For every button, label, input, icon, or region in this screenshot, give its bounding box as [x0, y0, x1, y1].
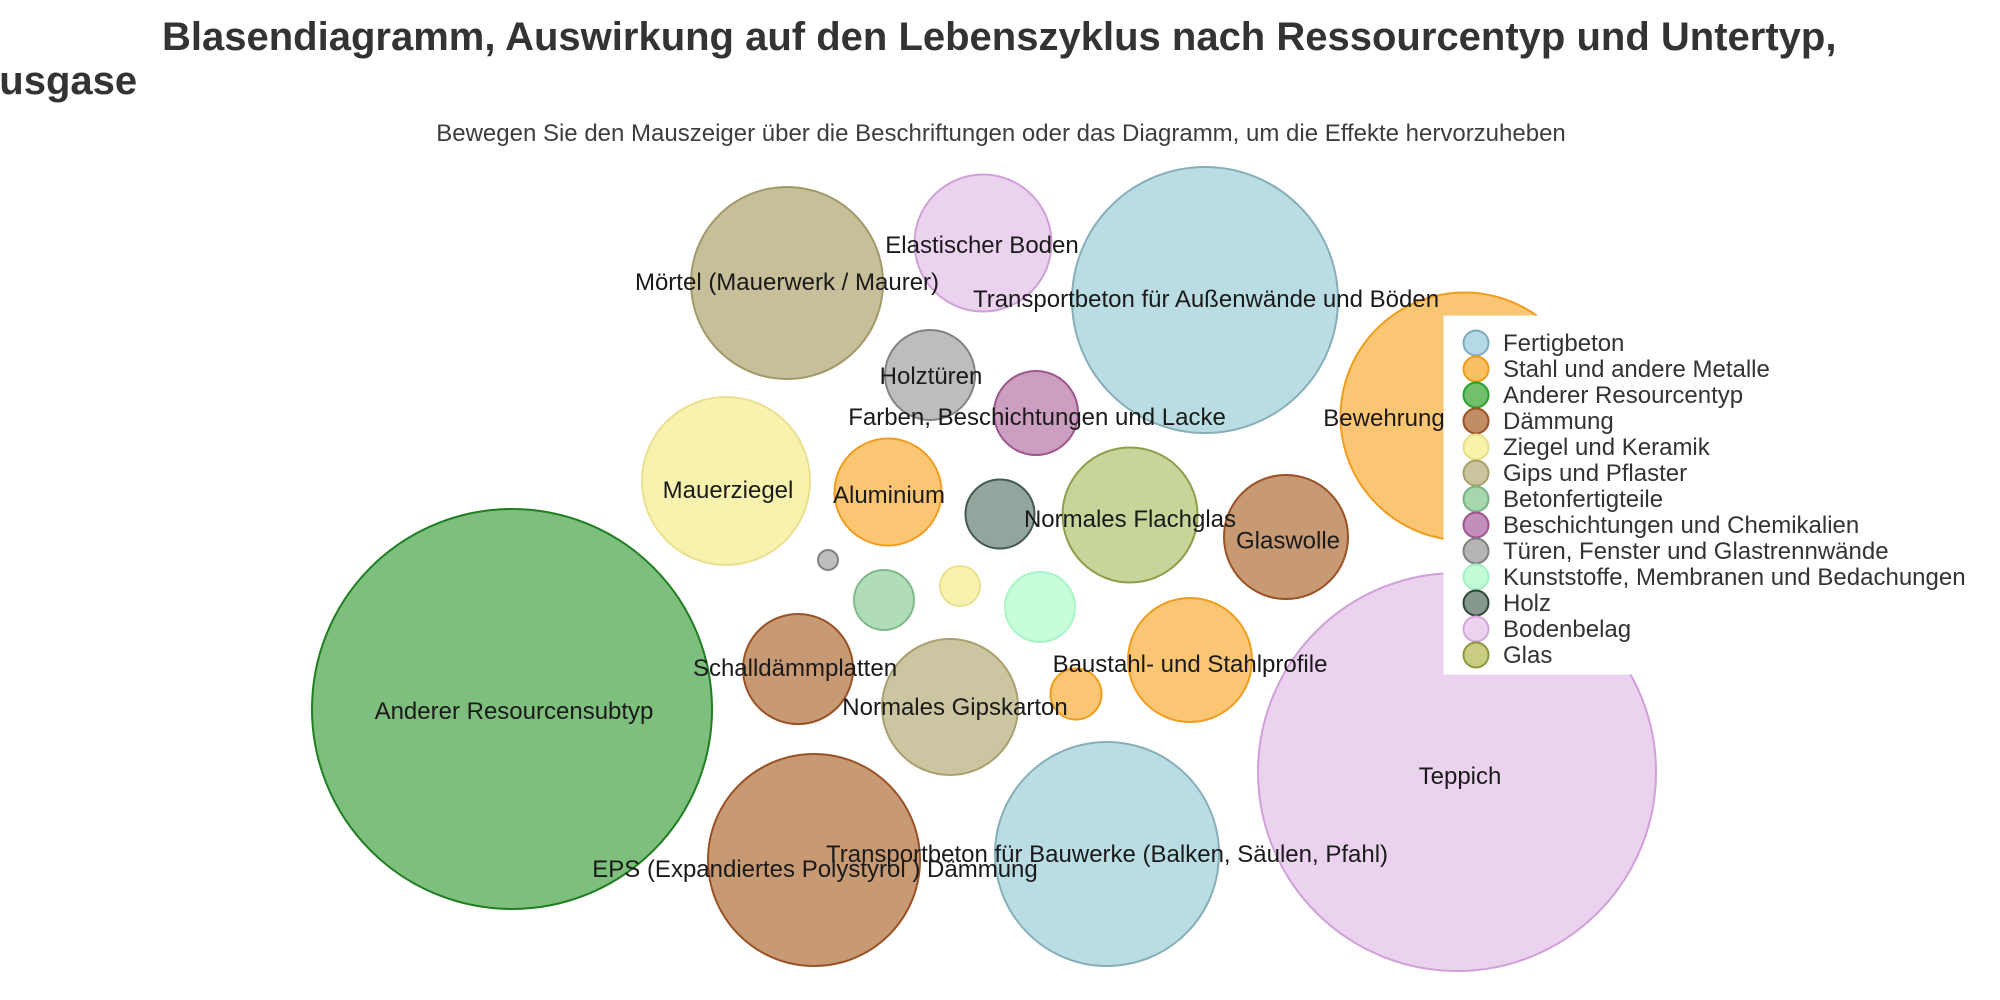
svg-text:Beschichtungen und Chemikalien: Beschichtungen und Chemikalien — [1503, 512, 1859, 539]
svg-text:Mörtel (Mauerwerk / Maurer): Mörtel (Mauerwerk / Maurer) — [635, 269, 939, 296]
svg-text:Transportbeton für Außenwände: Transportbeton für Außenwände und Böden — [973, 286, 1439, 313]
svg-text:Glas: Glas — [1503, 642, 1552, 669]
svg-text:EPS (Expandiertes Polystyrol ): EPS (Expandiertes Polystyrol ) Dämmung — [592, 856, 1038, 883]
svg-text:Treibhausgase: Treibhausgase — [0, 59, 137, 103]
svg-text:Anderer Resourcensubtyp: Anderer Resourcensubtyp — [375, 698, 654, 725]
svg-text:Bodenbelag: Bodenbelag — [1503, 616, 1631, 643]
svg-text:Bewegen Sie den Mauszeiger übe: Bewegen Sie den Mauszeiger über die Besc… — [436, 120, 1566, 147]
svg-text:Holz: Holz — [1503, 590, 1551, 617]
svg-text:Fertigbeton: Fertigbeton — [1503, 330, 1624, 357]
svg-text:Baustahl- und Stahlprofile: Baustahl- und Stahlprofile — [1053, 651, 1328, 678]
svg-text:Betonfertigteile: Betonfertigteile — [1503, 486, 1663, 513]
svg-text:Elastischer Boden: Elastischer Boden — [885, 232, 1078, 259]
svg-text:Mauerziegel: Mauerziegel — [663, 477, 794, 504]
svg-text:Bewehrung: Bewehrung — [1323, 405, 1444, 432]
svg-text:Normales Gipskarton: Normales Gipskarton — [842, 694, 1067, 721]
svg-text:Ziegel und Keramik: Ziegel und Keramik — [1503, 434, 1711, 461]
svg-text:Anderer Resourcentyp: Anderer Resourcentyp — [1503, 382, 1743, 409]
svg-text:Stahl und andere Metalle: Stahl und andere Metalle — [1503, 356, 1770, 383]
svg-text:Holztüren: Holztüren — [880, 363, 983, 390]
svg-text:Türen, Fenster und Glastrennwä: Türen, Fenster und Glastrennwände — [1503, 538, 1889, 565]
svg-text:Aluminium: Aluminium — [833, 482, 945, 509]
svg-text:Normales Flachglas: Normales Flachglas — [1024, 506, 1236, 533]
svg-text:Teppich: Teppich — [1419, 763, 1502, 790]
svg-text:Gips und Pflaster: Gips und Pflaster — [1503, 460, 1687, 487]
svg-text:Transportbeton für Bauwerke (B: Transportbeton für Bauwerke (Balken, Säu… — [826, 841, 1388, 868]
svg-text:Dämmung: Dämmung — [1503, 408, 1614, 435]
svg-text:Farben, Beschichtungen und Lac: Farben, Beschichtungen und Lacke — [848, 404, 1226, 431]
svg-text:Blasendiagramm, Auswirkung auf: Blasendiagramm, Auswirkung auf den Leben… — [162, 15, 1836, 59]
svg-text:Kunststoffe, Membranen und Bed: Kunststoffe, Membranen und Bedachungen — [1503, 564, 1966, 591]
svg-text:Schalldämmplatten: Schalldämmplatten — [693, 655, 897, 682]
svg-text:Glaswolle: Glaswolle — [1236, 528, 1340, 555]
